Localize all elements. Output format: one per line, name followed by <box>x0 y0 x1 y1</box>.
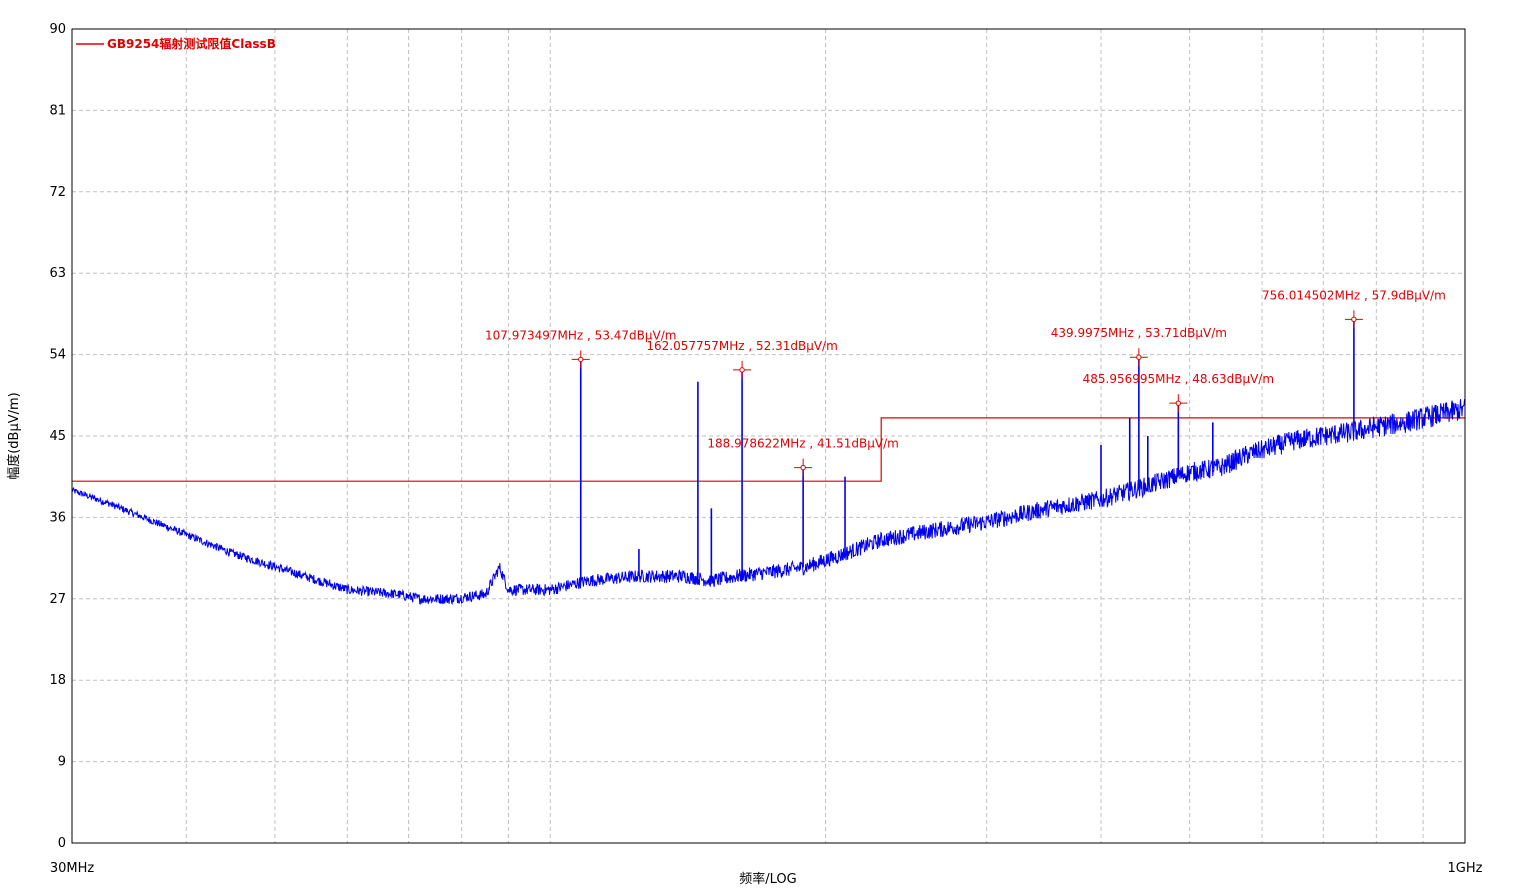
peak-marker: 162.057757MHz , 52.31dBμV/m <box>646 339 838 379</box>
y-tick-label: 27 <box>49 592 66 607</box>
marker-dot <box>1175 400 1182 406</box>
limit-line <box>72 417 1465 482</box>
marker-label: 756.014502MHz , 57.9dBμV/m <box>1262 288 1446 302</box>
y-axis-title: 幅度(dBμV/m) <box>6 392 22 480</box>
marker-layer: 107.973497MHz , 53.47dBμV/m162.057757MHz… <box>485 288 1446 477</box>
limit-line-layer <box>72 417 1465 482</box>
legend-label-limit: GB9254辐射测试限值ClassB <box>107 36 276 51</box>
y-tick-label: 36 <box>49 510 66 525</box>
plot-frame <box>71 28 1466 844</box>
y-tick-label: 72 <box>49 185 66 200</box>
measurement-trace <box>71 399 1466 606</box>
x-tick-start: 30MHz <box>50 861 95 876</box>
y-tick-label: 54 <box>49 348 66 363</box>
marker-dot <box>578 356 584 363</box>
x-axis-title: 频率/LOG <box>739 871 796 887</box>
y-tick-label: 45 <box>49 429 66 444</box>
measurement-trace-layer <box>71 319 1466 606</box>
peak-marker: 107.973497MHz , 53.47dBμV/m <box>485 328 676 369</box>
marker-label: 439.9975MHz , 53.71dBμV/m <box>1051 326 1227 340</box>
marker-dot <box>1136 354 1142 360</box>
legend: GB9254辐射测试限值ClassB <box>76 36 276 51</box>
y-tick-label: 9 <box>58 755 66 770</box>
marker-label: 162.057757MHz , 52.31dBμV/m <box>646 339 837 353</box>
marker-label: 485.956995MHz , 48.63dBμV/m <box>1083 372 1274 386</box>
marker-label: 107.973497MHz , 53.47dBμV/m <box>485 328 676 342</box>
y-tick-labels: 0 9 18 27 36 45 54 63 72 81 90 <box>49 22 66 851</box>
peak-marker: 188.978622MHz , 41.51dBμV/m <box>707 437 899 477</box>
y-tick-label: 0 <box>58 836 66 851</box>
y-tick-label: 81 <box>49 103 66 118</box>
y-tick-label: 18 <box>49 673 66 688</box>
y-tick-label: 90 <box>49 22 66 37</box>
y-tick-label: 63 <box>49 266 66 281</box>
peak-marker: 439.9975MHz , 53.71dBμV/m <box>1051 326 1227 367</box>
marker-dot <box>1351 316 1357 323</box>
peak-marker: 485.956995MHz , 48.63dBμV/m <box>1083 372 1274 413</box>
x-tick-end: 1GHz <box>1448 861 1483 876</box>
marker-dot <box>739 367 745 373</box>
peak-marker: 756.014502MHz , 57.9dBμV/m <box>1262 288 1446 329</box>
marker-label: 188.978622MHz , 41.51dBμV/m <box>707 437 898 451</box>
marker-dot <box>800 464 806 471</box>
